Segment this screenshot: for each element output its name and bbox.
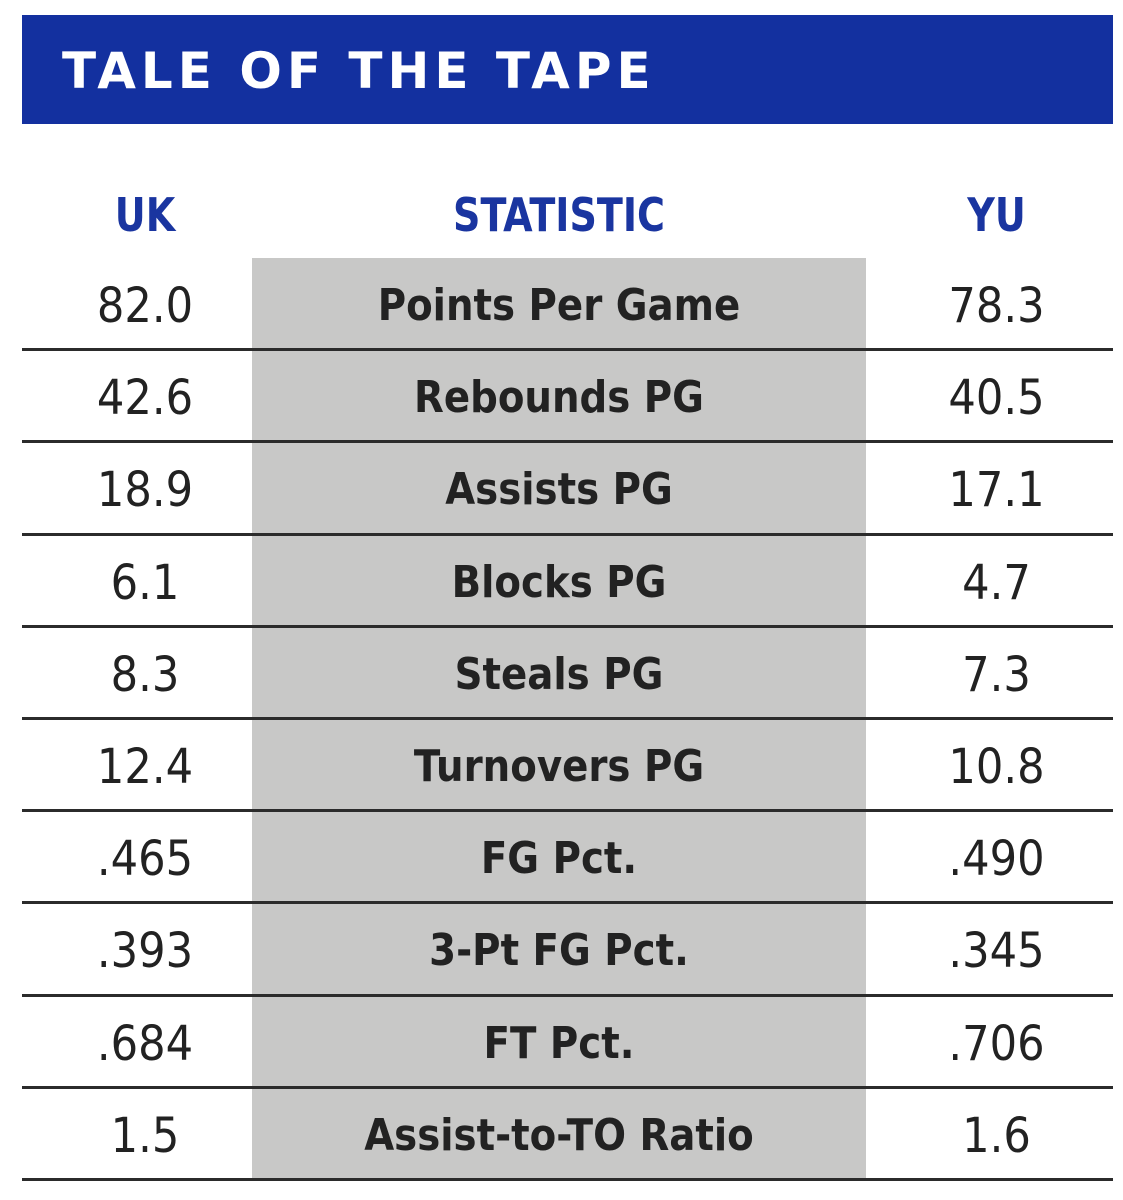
uk-value: .684 (96, 1015, 194, 1072)
yu-value: 78.3 (948, 278, 1045, 334)
column-header: YU (967, 188, 1026, 242)
yu-value: 7.3 (962, 646, 1031, 703)
yu-value: 1.6 (962, 1107, 1031, 1164)
yu-value: .490 (948, 831, 1045, 888)
row-divider (22, 1085, 1113, 1089)
row-divider (22, 440, 1113, 444)
statistic-name: FT Pct. (483, 1017, 635, 1069)
yu-value: 4.7 (962, 554, 1031, 611)
row-divider (22, 532, 1113, 536)
uk-value: 1.5 (110, 1107, 180, 1164)
row-divider (22, 624, 1113, 628)
uk-value: .465 (96, 831, 194, 888)
uk-value: 82.0 (96, 278, 194, 334)
statistic-name: 3-Pt FG Pct. (429, 925, 689, 977)
row-divider (22, 901, 1113, 905)
row-divider (22, 809, 1113, 813)
statistic-name: Points Per Game (377, 280, 741, 331)
column-header: UK (114, 188, 176, 242)
row-divider (22, 348, 1113, 352)
statistic-name: Assists PG (445, 464, 673, 516)
row-divider (22, 717, 1113, 720)
statistic-name: Blocks PG (451, 556, 667, 608)
row-divider (22, 993, 1113, 997)
statistic-name: FG Pct. (480, 833, 638, 885)
uk-value: 12.4 (96, 739, 194, 795)
yu-value: 10.8 (948, 739, 1045, 795)
yu-value: 40.5 (948, 370, 1045, 427)
column-header: STATISTIC (453, 188, 665, 242)
statistic-name: Turnovers PG (413, 741, 705, 792)
uk-value: 18.9 (96, 462, 194, 519)
uk-value: 6.1 (110, 554, 180, 611)
title: TALE OF THE TAPE (62, 42, 656, 100)
uk-value: .393 (96, 923, 194, 980)
uk-value: 42.6 (96, 370, 194, 427)
uk-value: 8.3 (110, 646, 180, 703)
yu-value: .706 (948, 1015, 1045, 1072)
yu-value: 17.1 (948, 462, 1045, 519)
statistic-name: Rebounds PG (414, 372, 704, 424)
yu-value: .345 (948, 923, 1045, 980)
statistic-name: Steals PG (454, 648, 664, 700)
statistic-name: Assist-to-TO Ratio (364, 1109, 754, 1161)
row-divider (22, 1178, 1113, 1181)
title-bar: TALE OF THE TAPE (22, 15, 1113, 124)
